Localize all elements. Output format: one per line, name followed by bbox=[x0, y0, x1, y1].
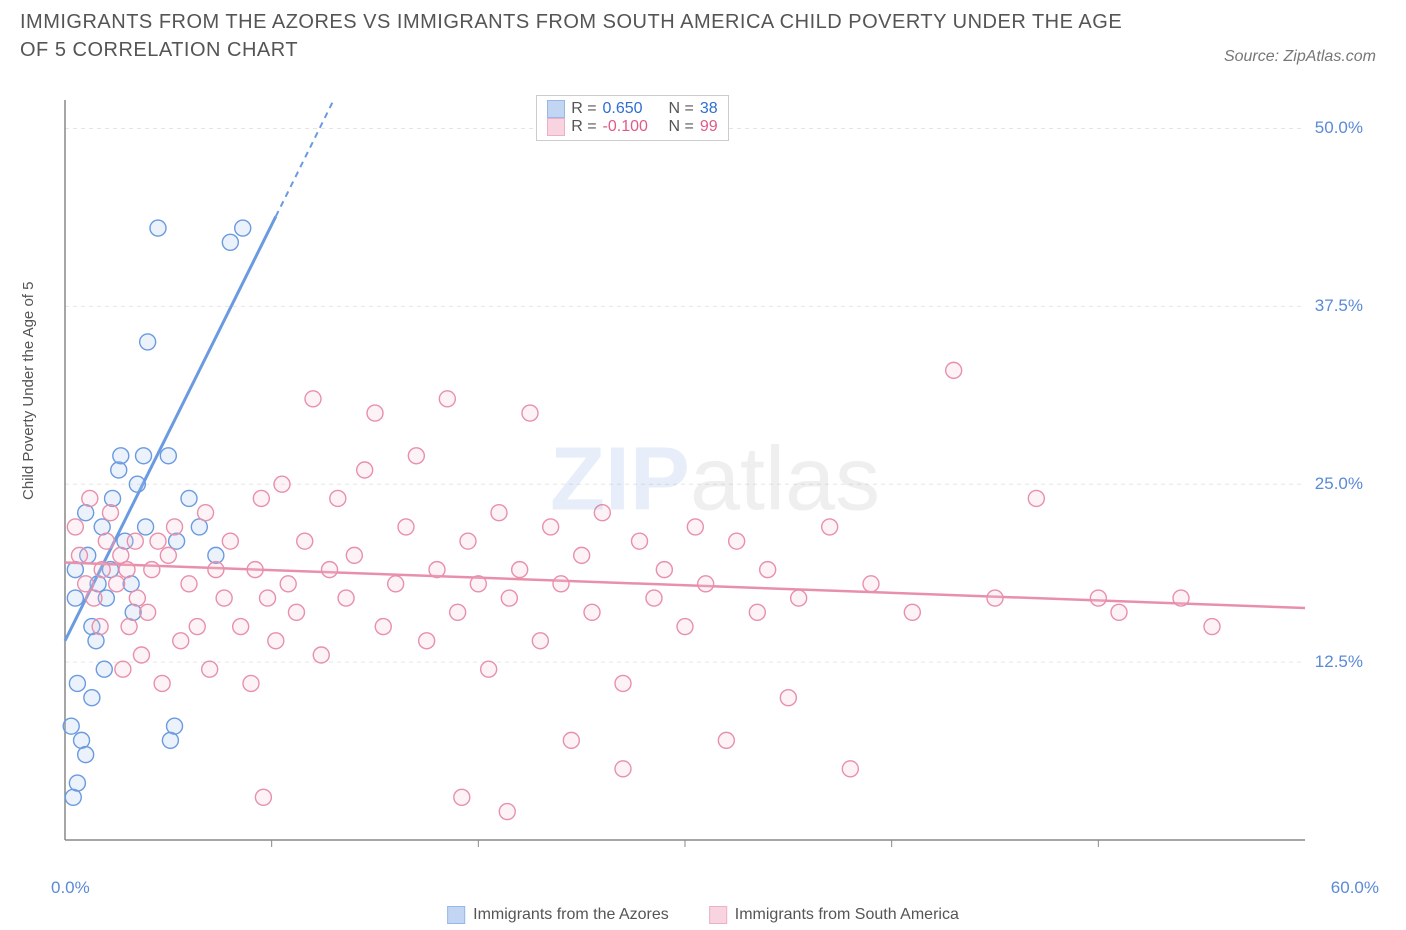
ytick-label-1: 37.5% bbox=[1315, 296, 1363, 316]
scatter-chart bbox=[55, 90, 1375, 870]
bottom-legend: Immigrants from the AzoresImmigrants fro… bbox=[447, 906, 959, 924]
plot-area: ZIPatlas R = 0.650 N = 38 R = -0.100 N =… bbox=[55, 90, 1375, 870]
source-label: Source: ZipAtlas.com bbox=[1224, 48, 1376, 66]
ytick-label-0: 50.0% bbox=[1315, 118, 1363, 138]
chart-title: IMMIGRANTS FROM THE AZORES VS IMMIGRANTS… bbox=[20, 8, 1140, 64]
y-axis-label: Child Poverty Under the Age of 5 bbox=[20, 282, 37, 500]
ytick-label-3: 12.5% bbox=[1315, 652, 1363, 672]
xtick-label-left: 0.0% bbox=[51, 878, 90, 898]
xtick-label-right: 60.0% bbox=[1331, 878, 1379, 898]
stats-legend: R = 0.650 N = 38 R = -0.100 N = 99 bbox=[536, 95, 728, 141]
ytick-label-2: 25.0% bbox=[1315, 474, 1363, 494]
